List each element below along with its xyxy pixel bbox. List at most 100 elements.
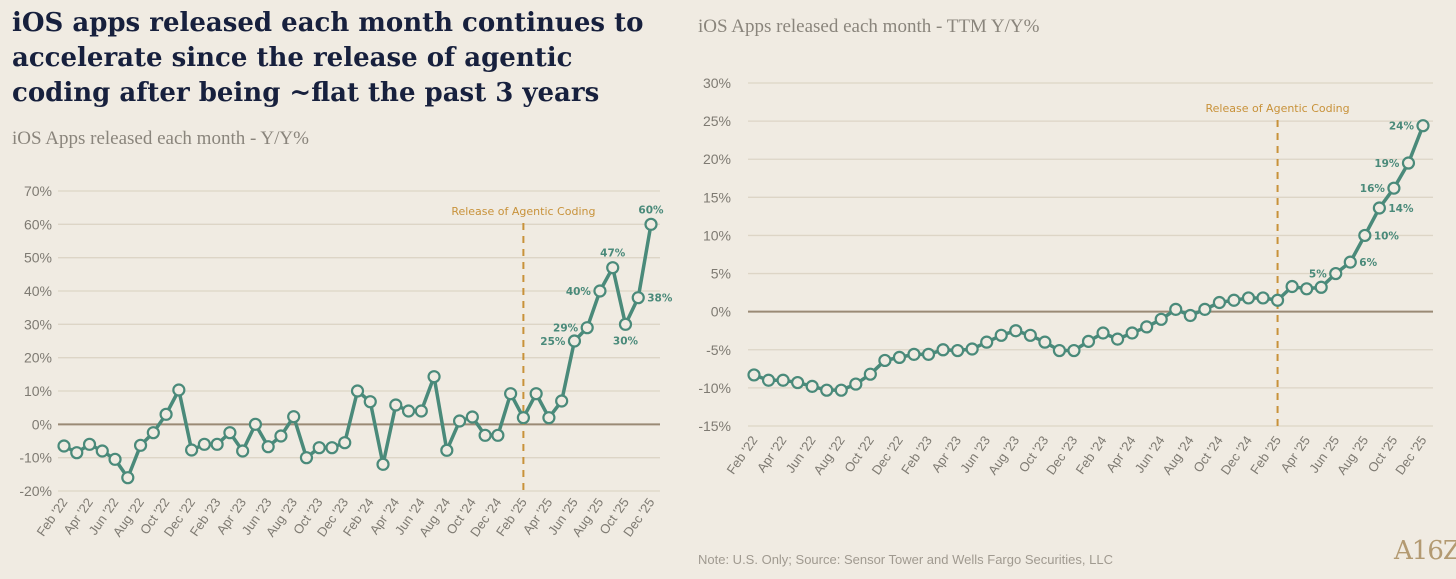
data-point (389, 398, 403, 412)
data-point (555, 394, 569, 408)
data-label: 24% (1389, 121, 1415, 133)
data-point (516, 411, 530, 425)
data-point (401, 404, 416, 418)
data-point (567, 334, 582, 348)
data-point (965, 342, 979, 356)
data-point (1314, 280, 1328, 294)
data-point (1227, 293, 1241, 307)
data-point (465, 410, 479, 424)
data-point (1300, 282, 1314, 296)
data-point (644, 217, 658, 231)
x-tick-label: Feb '22 (724, 433, 761, 477)
y-tick-label: -5% (706, 342, 731, 358)
data-label: 60% (638, 204, 664, 216)
x-tick-label: Dec '25 (1392, 433, 1429, 477)
data-point (1372, 201, 1386, 215)
data-label: 14% (1388, 203, 1414, 215)
x-tick-label: Aug '25 (1334, 433, 1371, 477)
x-tick-label: Feb '23 (898, 433, 935, 477)
data-point (1270, 293, 1285, 307)
data-point (172, 383, 186, 397)
data-point (1081, 334, 1096, 348)
data-point (863, 367, 877, 381)
data-point (791, 375, 805, 390)
y-tick-label: 70% (24, 183, 52, 199)
data-point (261, 440, 275, 454)
data-point (1416, 119, 1430, 133)
data-point (82, 437, 97, 451)
data-point (980, 335, 994, 349)
y-tick-label: -10% (19, 450, 52, 466)
y-tick-label: -20% (19, 483, 52, 499)
data-point (146, 426, 160, 440)
data-point (108, 452, 122, 466)
data-point (440, 443, 454, 457)
x-tick-label: Feb '25 (1247, 433, 1284, 477)
data-point (1285, 279, 1299, 294)
data-point (414, 404, 428, 418)
data-point (606, 261, 620, 275)
data-point (121, 471, 135, 485)
x-tick-label: Aug '24 (1159, 433, 1196, 477)
left-chart-title: iOS Apps released each month - Y/Y% (12, 128, 309, 149)
data-point (994, 328, 1008, 342)
data-point (478, 428, 492, 442)
y-tick-label: 20% (24, 350, 52, 366)
data-point (312, 441, 326, 455)
data-label: 30% (613, 335, 639, 347)
data-point (376, 457, 390, 471)
data-point (1329, 266, 1343, 281)
annotation-label: Release of Agentic Coding (451, 205, 595, 218)
data-point (1183, 308, 1197, 323)
data-point (1387, 181, 1401, 195)
y-tick-label: -10% (698, 380, 731, 396)
data-point (1401, 156, 1416, 170)
data-point (776, 373, 790, 387)
data-point (1358, 228, 1372, 243)
data-point (1169, 302, 1183, 316)
data-point (631, 291, 645, 305)
data-point (820, 383, 834, 397)
y-tick-label: 50% (24, 250, 52, 266)
data-point (1140, 320, 1154, 334)
data-point (936, 343, 950, 357)
data-point (185, 443, 199, 457)
right-chart-title: iOS Apps released each month - TTM Y/Y% (698, 16, 1040, 37)
y-tick-label: 10% (703, 227, 731, 243)
x-tick-label: Feb '24 (1073, 433, 1110, 477)
data-point (70, 446, 84, 460)
data-point (747, 368, 761, 382)
data-point (452, 414, 467, 428)
a16z-logo: A16Z (1394, 536, 1456, 566)
data-label: 10% (1374, 230, 1400, 242)
data-point (1212, 295, 1226, 310)
data-point (1125, 326, 1139, 340)
data-label: 29% (553, 323, 579, 335)
y-tick-label: 15% (703, 189, 731, 205)
y-tick-label: 20% (703, 151, 731, 167)
data-point (427, 370, 441, 384)
data-label: 16% (1360, 183, 1386, 195)
data-point (907, 347, 921, 361)
y-tick-label: -15% (698, 418, 731, 434)
data-point (248, 417, 263, 431)
data-point (1009, 324, 1023, 338)
y-tick-label: 40% (24, 283, 52, 299)
data-label: 40% (566, 286, 592, 298)
data-point (1198, 302, 1212, 316)
y-tick-label: 5% (711, 266, 731, 282)
data-point (849, 377, 863, 391)
y-tick-label: 30% (24, 316, 52, 332)
data-point (529, 387, 543, 401)
data-point (95, 444, 109, 458)
data-point (299, 451, 314, 465)
data-point (274, 429, 288, 443)
data-point (951, 343, 965, 358)
data-point (350, 384, 365, 398)
data-point (1038, 335, 1052, 349)
data-point (593, 284, 607, 298)
data-point (363, 395, 377, 409)
y-tick-label: 30% (703, 75, 731, 91)
data-point (504, 387, 518, 401)
